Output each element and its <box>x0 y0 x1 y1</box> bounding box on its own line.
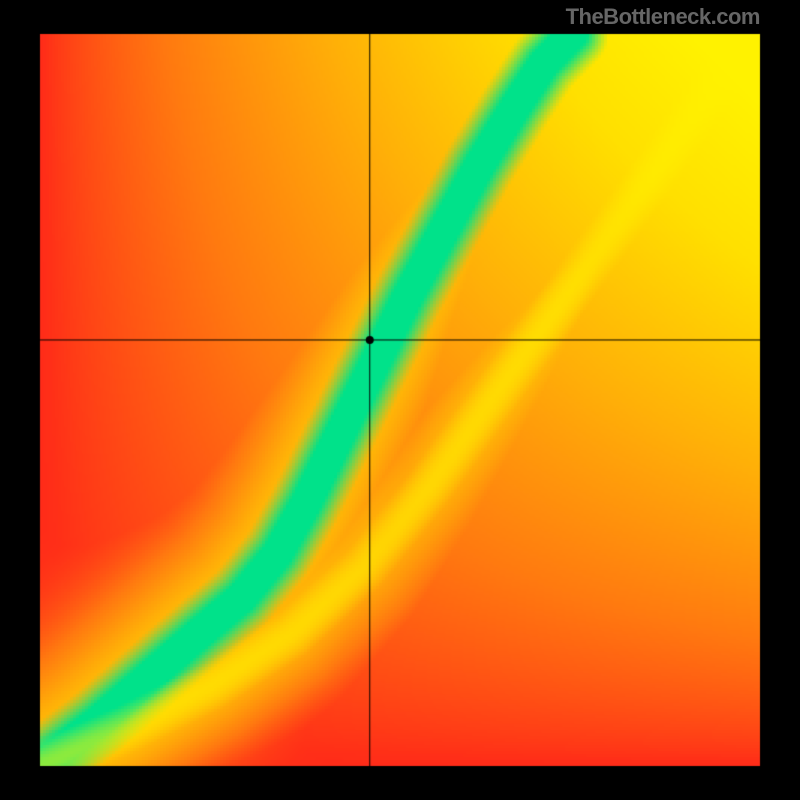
watermark-text: TheBottleneck.com <box>566 4 760 30</box>
chart-root: TheBottleneck.com <box>0 0 800 800</box>
heatmap-canvas <box>0 0 800 800</box>
